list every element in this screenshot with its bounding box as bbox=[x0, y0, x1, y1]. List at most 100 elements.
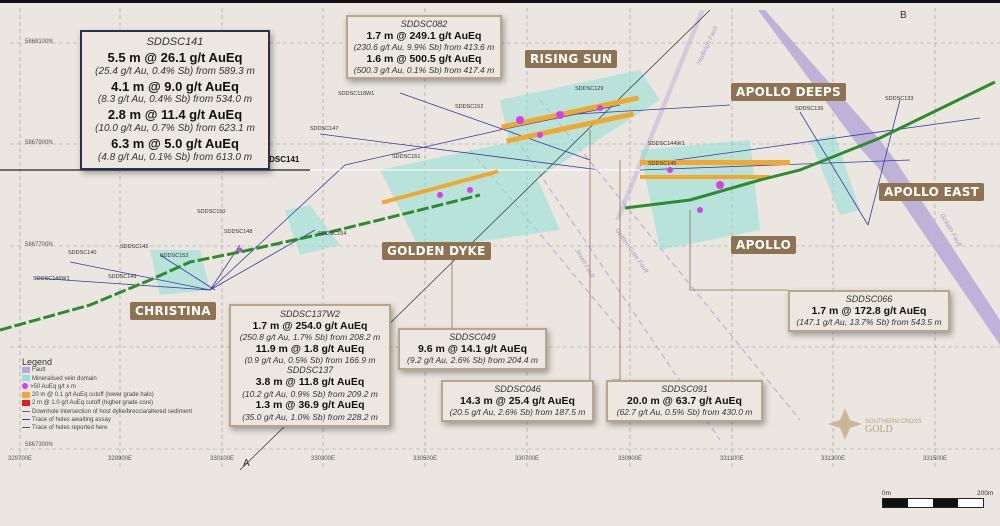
prospect-apollo-east: APOLLO EAST bbox=[879, 183, 985, 201]
intercept-grade: 11.9 m @ 1.8 g/t AuEq bbox=[255, 342, 365, 355]
intercept-box-sddsc066: SDDSC066 1.7 m @ 172.8 g/t AuEq (147.1 g/t… bbox=[788, 290, 950, 332]
hole-label: SDDSC153 bbox=[160, 253, 188, 259]
intercept-detail: (0.9 g/t Au, 0.5% Sb) from 166.9 m bbox=[244, 355, 376, 366]
easting-label: 330100E bbox=[210, 456, 235, 462]
legend-item: Mineralised vein domain bbox=[22, 375, 192, 383]
intercept-grade: 1.6 m @ 500.5 g/t AuEq bbox=[366, 52, 482, 65]
hole-label: SDDSC133 bbox=[885, 96, 913, 102]
intercept-grade: 1.3 m @ 36.9 g/t AuEq bbox=[255, 398, 365, 411]
intercept-detail: (20.5 g/t Au, 2.6% Sb) from 187.5 m bbox=[449, 407, 586, 418]
legend-item: Downhole intersection of host dyke/brecc… bbox=[22, 408, 192, 416]
hole-label: SDDSC136 bbox=[795, 106, 823, 112]
hole-label: SDDSC150 bbox=[197, 209, 225, 215]
legend-swatch bbox=[22, 366, 30, 373]
hole-label: SDDSC144W1 bbox=[648, 141, 685, 147]
hole-label: SDDSC118W1 bbox=[338, 91, 374, 97]
intercept-detail: (250.8 g/t Au, 1.7% Sb) from 208.2 m bbox=[239, 332, 381, 343]
fault-zones bbox=[615, 10, 1000, 345]
scale-start: 0m bbox=[882, 490, 892, 497]
intercept-grade: 3.8 m @ 11.8 g/t AuEq bbox=[255, 376, 365, 389]
intercept-grade: 2.8 m @ 11.4 g/t AuEq bbox=[107, 107, 243, 123]
easting-label: 331300E bbox=[821, 456, 846, 462]
hole-label: SDDSC149 bbox=[108, 274, 136, 280]
legend-swatch bbox=[22, 391, 30, 398]
legend-label: 20 m @ 0.1 g/t AuEq cutoff (lower grade … bbox=[32, 392, 154, 399]
fault-label: Jewel Fault bbox=[573, 247, 597, 281]
prospect-apollo-deeps: APOLLO DEEPS bbox=[731, 83, 846, 101]
intercept-detail: (147.1 g/t Au, 13.7% Sb) from 543.5 m bbox=[796, 317, 942, 328]
intercept-grade: 20.0 m @ 63.7 g/t AuEq bbox=[627, 394, 742, 407]
legend-swatch bbox=[22, 375, 30, 382]
intercept-box-sddsc082: SDDSC082 1.7 m @ 249.1 g/t AuEq (230.6 g/t… bbox=[346, 15, 502, 80]
logo-text: SOUTHERN CROSS GOLD bbox=[865, 418, 922, 435]
intercept-grade: 1.7 m @ 172.8 g/t AuEq bbox=[811, 304, 927, 317]
legend-label: 2 m @ 1.0 g/t AuEq cutoff (higher grade … bbox=[32, 400, 154, 407]
intercept-grade: 4.1 m @ 9.0 g/t AuEq bbox=[111, 78, 239, 94]
intercept-grade: 1.7 m @ 254.0 g/t AuEq bbox=[252, 319, 368, 332]
fault-label: Golden Gate Fault bbox=[613, 227, 650, 276]
intercept-detail: (25.4 g/t Au, 0.4% Sb) from 589.3 m bbox=[95, 65, 255, 77]
prospect-christina: CHRISTINA bbox=[130, 302, 216, 320]
scale-end: 200m bbox=[977, 490, 994, 497]
hole-label: SDDSC148 bbox=[224, 229, 252, 235]
intercept-grade: 9.6 m @ 14.1 g/t AuEq bbox=[417, 342, 528, 355]
intercept-detail: (35.0 g/t Au, 1.0% Sb) from 228.2 m bbox=[242, 411, 378, 422]
prospect-rising-sun: RISING SUN bbox=[525, 50, 618, 68]
intercept-detail: (9.2 g/t Au, 2.6% Sb) from 204.4 m bbox=[406, 355, 539, 366]
hole-label: SDDSC147 bbox=[310, 126, 338, 132]
northing-label: 5867900N bbox=[25, 140, 53, 146]
intercept-box-sddsc049: SDDSC049 9.6 m @ 14.1 g/t AuEq (9.2 g/t Au… bbox=[398, 328, 547, 370]
hole-label: SDDSC146W1 bbox=[33, 276, 70, 282]
intercept-box-sddsc141: SDDSC141 5.5 m @ 26.1 g/t AuEq (25.4 g/t A… bbox=[80, 30, 270, 170]
easting-label: 331100E bbox=[720, 456, 744, 462]
hole-id: SDDSC137W2 bbox=[279, 309, 341, 319]
hole-label: SDDSC145 bbox=[648, 161, 676, 167]
logo-line1: SOUTHERN CROSS bbox=[865, 419, 922, 425]
northing-label: 5867700N bbox=[25, 242, 53, 248]
easting-label: 330700E bbox=[515, 456, 540, 462]
intercept-detail: (62.7 g/t Au, 0.5% Sb) from 430.0 m bbox=[616, 407, 753, 418]
intercept-grade: 6.3 m @ 5.0 g/t AuEq bbox=[111, 135, 239, 151]
legend-item: Fault bbox=[22, 366, 192, 374]
hole-id: SDDSC141 bbox=[146, 36, 204, 48]
legend-label: Mineralised vein domain bbox=[32, 375, 97, 382]
hole-labels: SDDSC118W1 SDDSC152 SDDSC147 SDDSC151 SDDSC1… bbox=[33, 86, 913, 282]
intercept-detail: (8.3 g/t Au, 0.4% Sb) from 534.0 m bbox=[97, 94, 253, 106]
legend-item: >50 AuEq g/t x m bbox=[22, 383, 192, 391]
intercept-detail: (10.0 g/t Au, 0.7% Sb) from 623.1 m bbox=[95, 122, 255, 134]
easting-label: 329700E bbox=[8, 456, 33, 462]
easting-label: 330900E bbox=[618, 456, 643, 462]
intercept-grade: 1.7 m @ 249.1 g/t AuEq bbox=[366, 29, 482, 42]
hole-id: SDDSC082 bbox=[400, 19, 448, 29]
legend-label: Downhole intersection of host dyke/brecc… bbox=[32, 408, 193, 415]
section-end-b: B bbox=[900, 10, 907, 21]
easting-label: 330500E bbox=[413, 456, 438, 462]
hole-label: SDDSC142 bbox=[120, 244, 148, 250]
legend-label: Fault bbox=[32, 367, 46, 374]
scale-bar: 0m 200m bbox=[882, 490, 993, 508]
section-end-a: A bbox=[243, 458, 250, 469]
intercept-detail: (500.3 g/t Au, 0.1% Sb) from 417.4 m bbox=[353, 65, 495, 76]
northing-label: 5868100N bbox=[25, 39, 53, 45]
logo-line2: GOLD bbox=[865, 424, 893, 435]
legend-item: 2 m @ 1.0 g/t AuEq cutoff (higher grade … bbox=[22, 399, 192, 407]
legend-swatch bbox=[22, 383, 28, 390]
northing-label: 5867300N bbox=[25, 442, 53, 448]
prospect-golden-dyke: GOLDEN DYKE bbox=[382, 242, 491, 260]
hole-label: SDDSC152 bbox=[455, 104, 483, 110]
intercept-grade: 14.3 m @ 25.4 g/t AuEq bbox=[460, 394, 575, 407]
legend: Legend Fault Mineralised vein domain >50 Au… bbox=[22, 357, 192, 433]
legend-swatch bbox=[22, 410, 30, 412]
intercept-box-sddsc137w2: SDDSC137W2 1.7 m @ 254.0 g/t AuEq (250.8 g… bbox=[229, 304, 391, 427]
legend-swatch bbox=[22, 399, 30, 406]
legend-item: Trace of holes reported here bbox=[22, 424, 192, 432]
dyke-trace bbox=[0, 80, 996, 332]
hole-label: SDDSC140 bbox=[68, 250, 96, 256]
intercept-box-sddsc091: SDDSC091 20.0 m @ 63.7 g/t AuEq (62.7 g/t … bbox=[606, 380, 763, 422]
logo bbox=[828, 408, 862, 440]
fault-label: Hadleigh Fault bbox=[695, 24, 720, 66]
easting-label: 331500E bbox=[923, 456, 948, 462]
hole-label: SDDSC151 bbox=[392, 154, 420, 160]
hole-label: SDDSC154 bbox=[318, 231, 346, 237]
